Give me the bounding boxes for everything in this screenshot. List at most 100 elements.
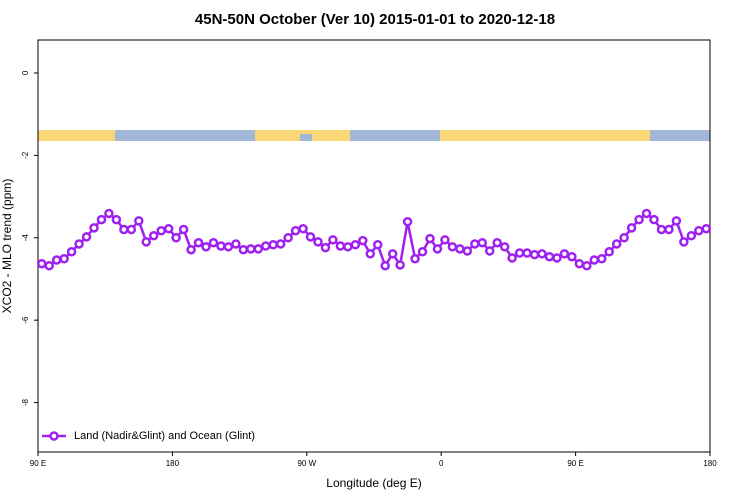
point xyxy=(260,241,271,251)
point xyxy=(387,249,398,259)
point xyxy=(171,233,181,243)
point xyxy=(104,208,114,219)
x-tick-label: 90 E xyxy=(30,459,46,468)
point xyxy=(178,224,189,235)
ocean xyxy=(650,130,710,141)
point xyxy=(134,216,144,226)
x-axis-label: Longitude (deg E) xyxy=(326,476,421,490)
point xyxy=(246,244,256,254)
point xyxy=(313,237,323,247)
point xyxy=(290,226,301,236)
point xyxy=(81,232,92,242)
y-axis-label: XCO2 - MLO trend (ppm) xyxy=(0,179,14,314)
x-tick-label: 90 E xyxy=(567,459,583,468)
point xyxy=(552,253,562,263)
point xyxy=(567,251,577,262)
point xyxy=(350,240,361,250)
point xyxy=(283,233,293,243)
y-tick-label: -4 xyxy=(21,234,30,242)
point xyxy=(148,230,159,241)
point xyxy=(574,258,585,269)
point xyxy=(619,233,629,243)
plot-frame xyxy=(37,39,711,453)
point xyxy=(522,248,532,258)
point xyxy=(537,249,547,259)
point xyxy=(679,237,689,247)
legend-marker xyxy=(49,431,59,441)
point xyxy=(641,208,652,219)
point xyxy=(484,246,495,256)
point xyxy=(193,237,204,248)
point xyxy=(611,239,622,249)
point xyxy=(320,242,331,253)
point xyxy=(499,242,510,252)
point xyxy=(268,240,278,250)
y-tick-label: -6 xyxy=(21,316,30,324)
point xyxy=(544,251,555,262)
point xyxy=(335,241,346,251)
point xyxy=(51,255,62,265)
point xyxy=(223,242,234,252)
point xyxy=(634,214,644,225)
point xyxy=(455,244,465,254)
point xyxy=(402,216,413,227)
point xyxy=(358,235,368,246)
point xyxy=(126,224,137,235)
point xyxy=(477,237,488,248)
y-tick-label: -8 xyxy=(21,398,30,406)
point xyxy=(470,239,480,249)
point xyxy=(343,242,353,252)
point xyxy=(141,237,152,247)
land xyxy=(440,130,650,141)
point xyxy=(514,248,525,258)
point xyxy=(626,223,637,233)
point xyxy=(186,244,196,255)
ocean xyxy=(350,130,440,141)
point xyxy=(156,226,166,236)
point xyxy=(208,237,219,248)
point xyxy=(507,253,517,263)
point xyxy=(36,258,47,269)
x-tick-label: 180 xyxy=(166,459,180,468)
point xyxy=(604,247,614,257)
point xyxy=(656,224,667,235)
point xyxy=(119,224,129,235)
point xyxy=(596,254,607,264)
point xyxy=(305,232,316,242)
point xyxy=(582,261,592,271)
point xyxy=(440,235,450,245)
point xyxy=(686,230,697,241)
point xyxy=(89,223,99,233)
x-tick-label: 0 xyxy=(439,459,444,468)
point xyxy=(425,233,435,244)
map-strip xyxy=(38,130,710,141)
point xyxy=(201,242,211,252)
point xyxy=(111,214,122,225)
point xyxy=(372,240,383,250)
point xyxy=(395,260,405,270)
point xyxy=(417,247,428,257)
point xyxy=(410,254,420,264)
point xyxy=(96,214,107,225)
chart-title: 45N-50N October (Ver 10) 2015-01-01 to 2… xyxy=(195,11,555,28)
point xyxy=(559,249,570,259)
land xyxy=(38,130,115,141)
point xyxy=(44,261,54,271)
point xyxy=(253,244,264,254)
point xyxy=(298,223,308,234)
point xyxy=(462,246,473,256)
x-tick-label: 180 xyxy=(703,459,717,468)
point xyxy=(365,249,376,259)
point xyxy=(589,255,600,265)
point xyxy=(694,226,704,236)
y-tick-label: -2 xyxy=(21,151,30,159)
point xyxy=(649,214,659,225)
point xyxy=(492,237,502,248)
point xyxy=(529,249,540,260)
point xyxy=(380,261,390,271)
point xyxy=(74,239,84,249)
point xyxy=(216,241,226,251)
legend-label: Land (Nadir&Glint) and Ocean (Glint) xyxy=(74,430,255,442)
point xyxy=(59,254,69,264)
